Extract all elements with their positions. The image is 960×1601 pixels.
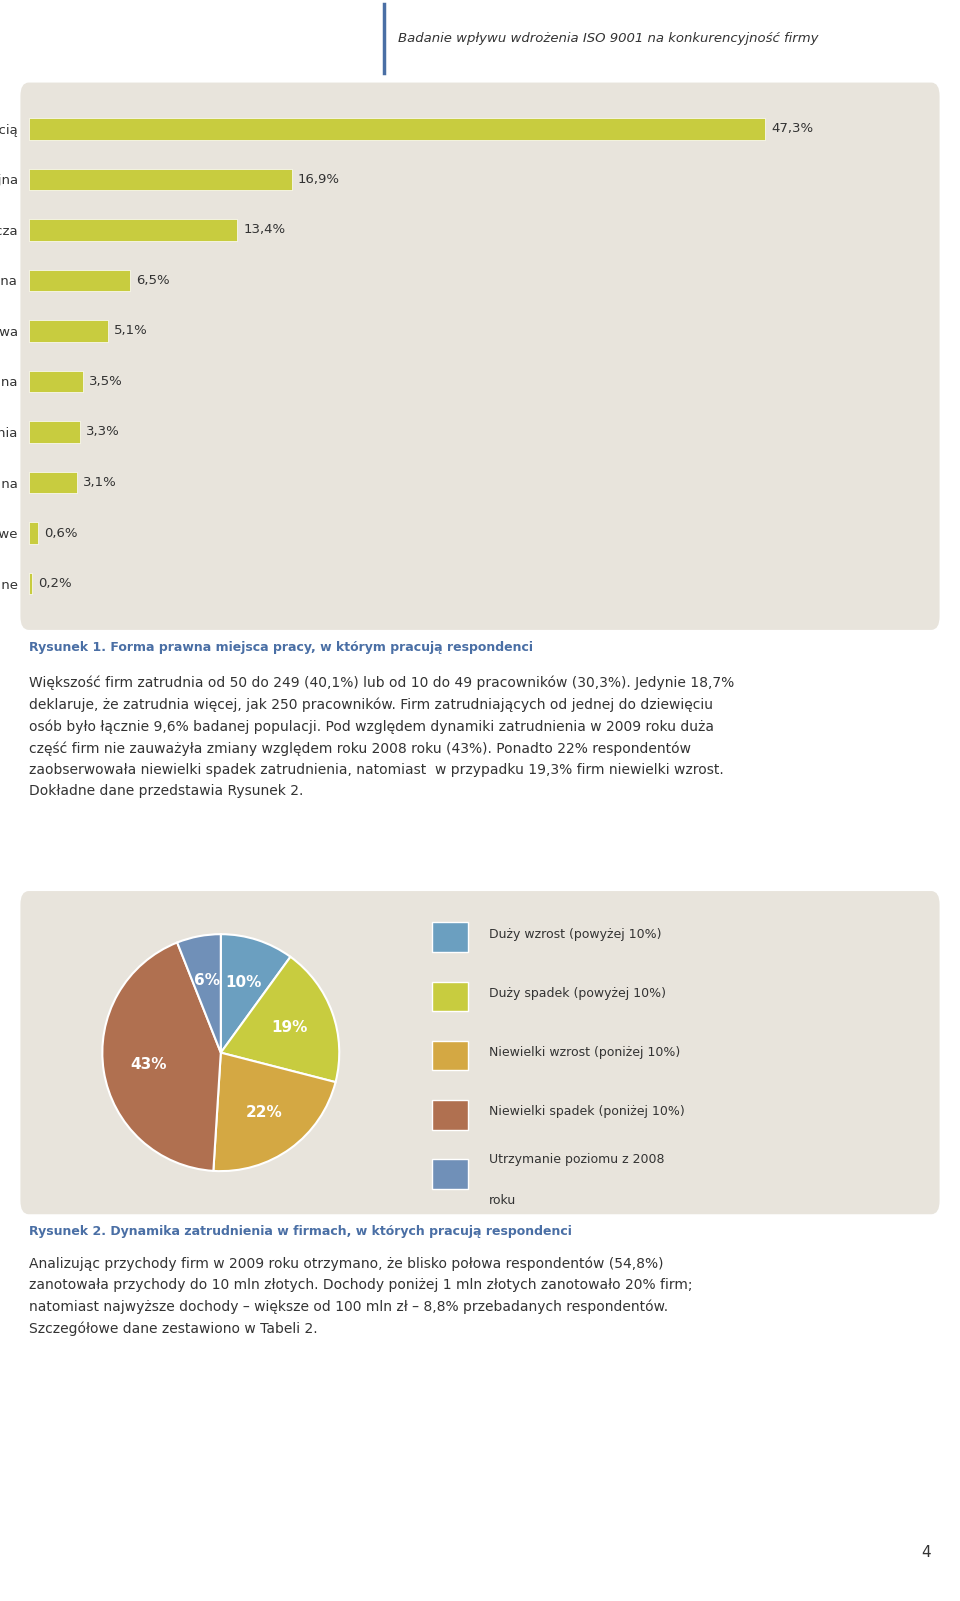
Text: 3,3%: 3,3% — [86, 426, 120, 439]
Bar — [29, 320, 108, 341]
Text: 43%: 43% — [130, 1057, 166, 1071]
Text: 6%: 6% — [194, 973, 220, 988]
FancyBboxPatch shape — [432, 1041, 468, 1071]
Bar — [29, 573, 32, 594]
Bar — [29, 421, 80, 442]
Text: 5,1%: 5,1% — [114, 325, 148, 338]
Wedge shape — [221, 933, 291, 1053]
Text: 6,5%: 6,5% — [136, 274, 170, 287]
Bar — [29, 118, 765, 139]
Text: 0,2%: 0,2% — [38, 576, 72, 591]
FancyBboxPatch shape — [432, 922, 468, 953]
Text: 22%: 22% — [246, 1105, 282, 1119]
FancyBboxPatch shape — [432, 1100, 468, 1130]
FancyBboxPatch shape — [432, 1159, 468, 1190]
Wedge shape — [213, 1053, 336, 1170]
Text: Rysunek 2. Dynamika zatrudnienia w firmach, w których pracują respondenci: Rysunek 2. Dynamika zatrudnienia w firma… — [29, 1225, 571, 1239]
Text: roku: roku — [489, 1194, 516, 1207]
Text: Utrzymanie poziomu z 2008: Utrzymanie poziomu z 2008 — [489, 1153, 664, 1166]
Text: Większość firm zatrudnia od 50 do 249 (40,1%) lub od 10 do 49 pracowników (30,3%: Większość firm zatrudnia od 50 do 249 (4… — [29, 676, 734, 799]
Bar — [29, 522, 38, 544]
Text: Duży spadek (powyżej 10%): Duży spadek (powyżej 10%) — [489, 986, 666, 1001]
Wedge shape — [103, 943, 221, 1170]
Text: 47,3%: 47,3% — [771, 122, 813, 136]
Text: 3,5%: 3,5% — [89, 375, 123, 387]
Text: 16,9%: 16,9% — [298, 173, 340, 186]
Wedge shape — [221, 957, 339, 1082]
Text: 3,1%: 3,1% — [84, 475, 117, 488]
Text: 0,6%: 0,6% — [44, 527, 78, 540]
Text: Duży wzrost (powyżej 10%): Duży wzrost (powyżej 10%) — [489, 927, 661, 941]
Text: Badanie wpływu wdrożenia ISO 9001 na konkurencyjność firmy: Badanie wpływu wdrożenia ISO 9001 na kon… — [398, 32, 819, 45]
Text: 10%: 10% — [226, 975, 262, 991]
Text: Analizując przychody firm w 2009 roku otrzymano, że blisko połowa respondentów (: Analizując przychody firm w 2009 roku ot… — [29, 1257, 692, 1337]
Bar — [29, 271, 130, 291]
Text: 19%: 19% — [272, 1020, 308, 1036]
Text: 13,4%: 13,4% — [244, 224, 286, 237]
FancyBboxPatch shape — [432, 981, 468, 1012]
Bar — [29, 371, 84, 392]
Text: 4: 4 — [922, 1545, 931, 1561]
Text: Niewielki wzrost (poniżej 10%): Niewielki wzrost (poniżej 10%) — [489, 1045, 680, 1060]
Wedge shape — [178, 933, 221, 1053]
Text: Rysunek 1. Forma prawna miejsca pracy, w którym pracują respondenci: Rysunek 1. Forma prawna miejsca pracy, w… — [29, 640, 533, 655]
Bar — [29, 168, 292, 191]
Text: Niewielki spadek (poniżej 10%): Niewielki spadek (poniżej 10%) — [489, 1105, 684, 1119]
Bar — [29, 219, 237, 240]
Bar — [29, 472, 77, 493]
